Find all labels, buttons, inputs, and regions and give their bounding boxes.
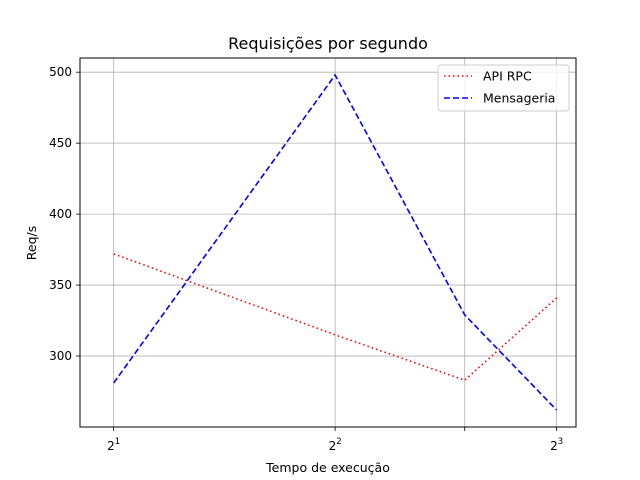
x-tick-base: 2 [107,439,115,453]
series-line-1 [113,73,558,411]
x-axis-label: Tempo de execução [265,460,390,475]
x-axis-ticks: 21 22 23 [107,427,563,453]
grid [80,58,576,427]
legend-label-1: Mensageria [483,91,555,106]
y-axis-ticks: 300 350 400 450 500 [49,65,80,363]
chart-title: Requisições por segundo [228,34,428,53]
x-tick-base: 2 [329,439,337,453]
legend-box [437,64,570,112]
x-tick-label: 23 [550,437,563,453]
y-tick-label: 450 [49,136,72,150]
series-line-0 [113,253,558,382]
legend-label-0: API RPC [483,69,532,84]
series-layer [113,73,558,411]
y-tick-label: 300 [49,349,72,363]
x-tick-exponent: 1 [115,437,120,447]
x-tick-label: 21 [107,437,120,453]
y-tick-label: 400 [49,207,72,221]
y-tick-label: 350 [49,278,72,292]
legend: API RPC Mensageria [437,64,570,112]
x-tick-base: 2 [550,439,558,453]
y-axis-label: Req/s [24,226,39,260]
y-tick-label: 500 [49,65,72,79]
x-tick-exponent: 3 [558,437,563,447]
x-tick-label: 22 [329,437,342,453]
plot-frame [79,57,577,428]
x-tick-exponent: 2 [336,437,341,447]
